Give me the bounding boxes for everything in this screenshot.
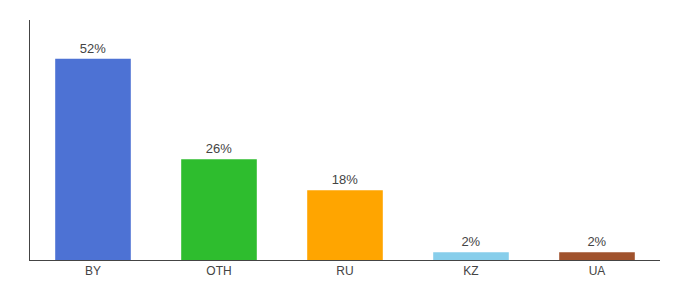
svg-text:OTH: OTH [206, 264, 231, 278]
svg-text:2%: 2% [461, 234, 480, 249]
svg-text:26%: 26% [206, 141, 232, 156]
svg-text:RU: RU [336, 264, 353, 278]
svg-text:2%: 2% [587, 234, 606, 249]
svg-text:BY: BY [85, 264, 101, 278]
svg-text:KZ: KZ [463, 264, 478, 278]
svg-text:52%: 52% [80, 41, 106, 56]
svg-text:UA: UA [589, 264, 606, 278]
svg-text:18%: 18% [332, 172, 358, 187]
